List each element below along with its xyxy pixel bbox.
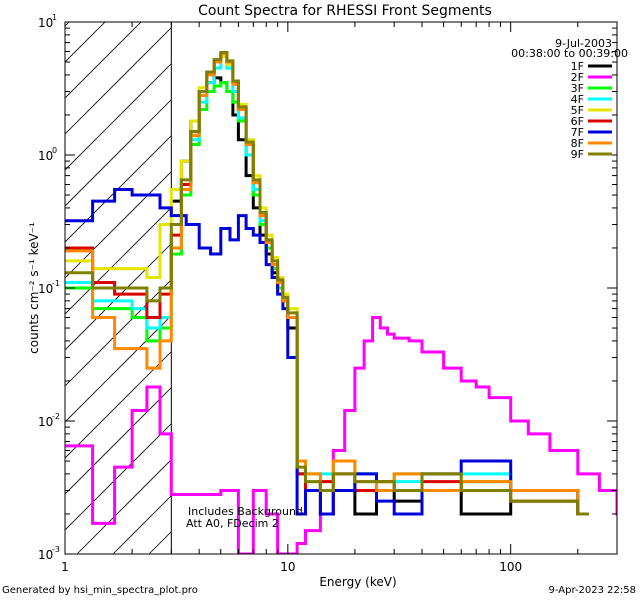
legend-label: 3F bbox=[571, 82, 584, 95]
legend-label: 7F bbox=[571, 126, 584, 139]
time-range-label: 00:38:00 to 00:39:00 bbox=[511, 47, 628, 60]
y-axis-label: counts cm⁻² s⁻¹ keV⁻¹ bbox=[27, 222, 41, 354]
date-label: 9-Jul-2003 bbox=[555, 37, 612, 50]
y-tick-label: 10 bbox=[38, 282, 53, 296]
legend-label: 5F bbox=[571, 104, 584, 117]
x-tick-label: 100 bbox=[499, 560, 522, 574]
y-tick-label: 10 bbox=[38, 415, 53, 429]
y-tick-exponent: 1 bbox=[52, 13, 57, 22]
chart-title: Count Spectra for RHESSI Front Segments bbox=[198, 3, 492, 19]
legend-label: 8F bbox=[571, 137, 584, 150]
series-7F bbox=[65, 188, 589, 516]
hatch-line bbox=[65, 22, 70, 27]
x-tick-label: 1 bbox=[61, 560, 69, 574]
footer-generator: Generated by hsi_min_spectra_plot.pro bbox=[2, 585, 198, 596]
background-hatch-region bbox=[0, 0, 617, 554]
annotation-background: Includes Background bbox=[188, 505, 303, 518]
y-tick-label: 10 bbox=[38, 16, 53, 30]
x-tick-label: 10 bbox=[280, 560, 295, 574]
x-axis-label: Energy (keV) bbox=[319, 575, 396, 589]
y-tick-exponent: 0 bbox=[52, 146, 57, 155]
y-tick-exponent: -3 bbox=[52, 545, 60, 554]
legend-label: 6F bbox=[571, 115, 584, 128]
hatch-line bbox=[0, 0, 25, 554]
hatch-line bbox=[65, 22, 142, 99]
series-9F bbox=[65, 51, 589, 516]
legend-label: 2F bbox=[571, 71, 584, 84]
footer-timestamp: 9-Apr-2023 22:58 bbox=[548, 585, 636, 596]
legend-label: 4F bbox=[571, 93, 584, 106]
legend-label: 1F bbox=[571, 60, 584, 73]
y-tick-exponent: -1 bbox=[52, 279, 60, 288]
series-2F bbox=[65, 316, 617, 554]
hatch-line bbox=[65, 22, 214, 171]
legend-label: 9F bbox=[571, 148, 584, 161]
hatch-line bbox=[65, 22, 178, 135]
series-group bbox=[65, 51, 617, 554]
y-tick-exponent: -2 bbox=[52, 412, 60, 421]
annotation-attenuator: Att A0, FDecim 2 bbox=[186, 517, 279, 530]
y-tick-label: 10 bbox=[38, 149, 53, 163]
y-tick-label: 10 bbox=[38, 548, 53, 562]
